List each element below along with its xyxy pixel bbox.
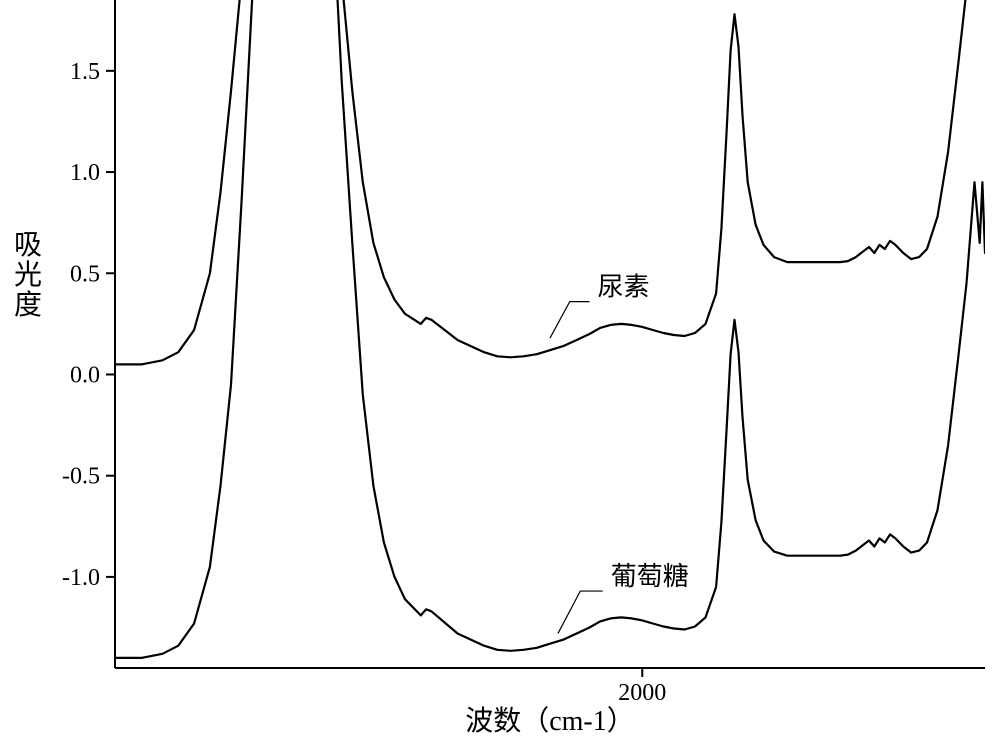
chart-canvas: -1.0 -0.5 0.0 0.5 1.0 1.5 2000波数（cm-1） 吸光度 尿素葡萄糖: [0, 0, 1000, 737]
y-axis-label-char: 光: [14, 259, 42, 291]
series-label-urea: 尿素: [598, 273, 650, 302]
series-label-glucose: 葡萄糖: [611, 562, 689, 591]
y-tick-label: -0.5: [62, 464, 100, 490]
y-tick-label: -1.0: [62, 565, 100, 591]
callout-line-glucose: [558, 591, 603, 634]
y-axis-label-char: 度: [14, 289, 42, 321]
y-tick-label: 0.0: [70, 362, 100, 388]
series-urea: [115, 0, 985, 364]
callout-line-urea: [550, 302, 590, 338]
x-tick-label: 2000: [618, 680, 666, 706]
x-axis-label: 波数（cm-1）: [465, 705, 635, 737]
series-glucose: [115, 0, 985, 658]
spectrum-chart: -1.0 -0.5 0.0 0.5 1.0 1.5 2000波数（cm-1） 吸光度 尿素葡萄糖: [0, 0, 1000, 737]
y-axis-label-char: 吸: [14, 230, 42, 261]
y-tick-label: 1.0: [70, 160, 100, 186]
y-tick-label: 1.5: [70, 59, 100, 85]
y-tick-label: 0.5: [70, 261, 100, 287]
